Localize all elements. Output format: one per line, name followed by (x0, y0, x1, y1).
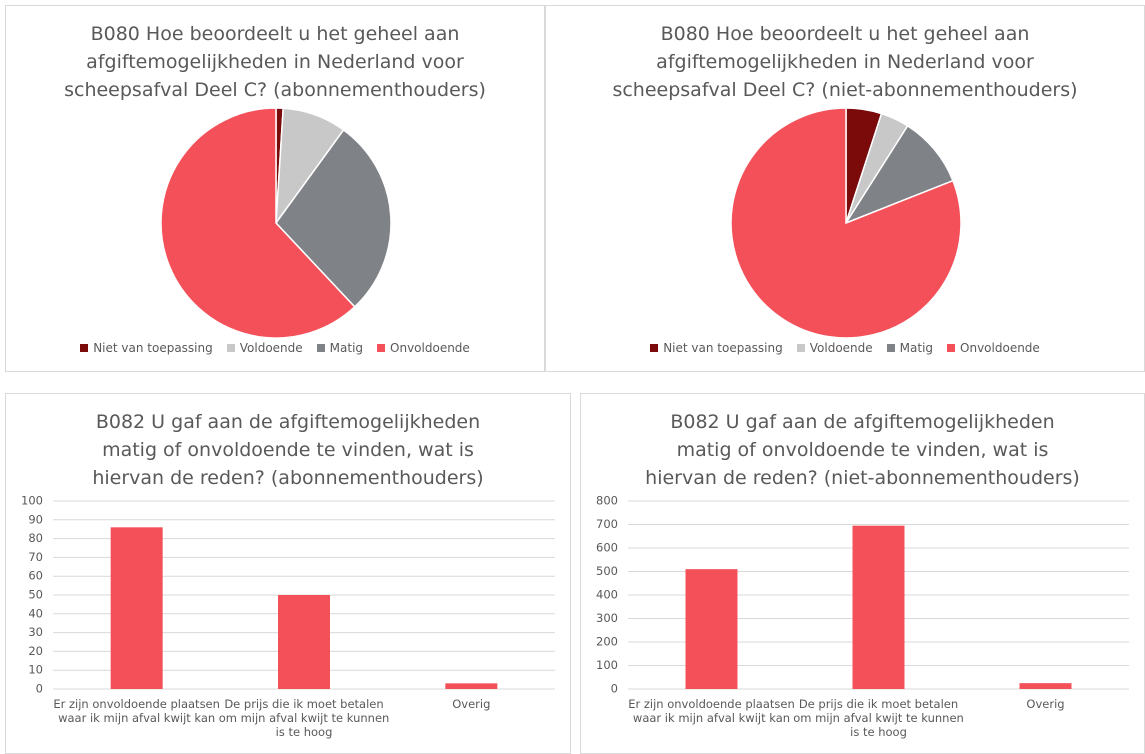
y-tick-label: 70 (28, 550, 43, 564)
x-tick-label: Overig (1026, 697, 1065, 711)
y-tick-label: 500 (596, 564, 618, 578)
chart-panel: B080 Hoe beoordeelt u het geheel aan afg… (545, 5, 1145, 372)
legend-item: Niet van toepassing (80, 341, 213, 355)
x-tick-label: Er zijn onvoldoende plaatsen waar ik mij… (53, 697, 220, 725)
x-tick-label: De prijs die ik moet betalen om mijn afv… (793, 697, 964, 739)
bar (685, 569, 738, 689)
legend-swatch (226, 344, 235, 352)
legend-swatch (80, 344, 89, 352)
legend-item: Niet van toepassing (650, 341, 783, 355)
x-tick-label: Overig (452, 697, 491, 711)
y-tick-label: 80 (28, 531, 43, 545)
chart-title: B080 Hoe beoordeelt u het geheel aan afg… (612, 23, 1078, 101)
y-tick-label: 700 (596, 517, 618, 531)
legend-label: Niet van toepassing (93, 341, 213, 355)
pie-slice (844, 124, 954, 225)
legend-label: Matig (329, 341, 364, 355)
x-tick-label: Er zijn onvoldoende plaatsen waar ik mij… (628, 697, 795, 725)
chart-panel: 0 10 20 30 40 50 60 70 80 90 100 B082 U gaf aan de … (5, 393, 571, 754)
bar (852, 525, 905, 689)
y-tick-label: 60 (28, 569, 43, 583)
legend-item: Voldoende (796, 341, 873, 355)
bar (1019, 683, 1072, 689)
legend: Niet van toepassing Voldoende Matig Onvoldo… (546, 341, 1144, 355)
chart-panel: B080 Hoe beoordeelt u het geheel aan afg… (5, 5, 545, 372)
y-tick-label: 40 (28, 606, 43, 620)
y-tick-label: 100 (596, 658, 618, 672)
y-tick-label: 600 (596, 541, 618, 555)
chart: 0 10 20 30 40 50 60 70 80 90 100 (21, 494, 555, 696)
legend-item: Matig (886, 341, 934, 355)
y-tick-label: 10 (28, 663, 43, 677)
legend-item: Onvoldoende (947, 341, 1040, 355)
legend-swatch (796, 344, 805, 352)
legend-label: Matig (899, 341, 934, 355)
bar (110, 527, 163, 689)
pie-slice (275, 128, 392, 308)
legend-label: Onvoldoende (390, 341, 470, 355)
bar (445, 683, 498, 689)
y-tick-label: 20 (28, 644, 43, 658)
legend-label: Onvoldoende (960, 341, 1040, 355)
legend-swatch (650, 344, 659, 352)
chart (160, 107, 392, 339)
legend-item: Matig (316, 341, 364, 355)
y-tick-label: 0 (36, 682, 43, 696)
y-tick-label: 100 (21, 494, 43, 508)
chart-title: B082 U gaf aan de afgiftemogelijkheden m… (645, 411, 1080, 489)
y-tick-label: 90 (28, 512, 43, 526)
legend: Niet van toepassing Voldoende Matig Onvoldo… (6, 341, 544, 355)
y-tick-label: 800 (596, 494, 618, 508)
legend-item: Voldoende (226, 341, 303, 355)
chart-title: B080 Hoe beoordeelt u het geheel aan afg… (64, 23, 486, 101)
legend-swatch (947, 344, 956, 352)
y-tick-label: 30 (28, 625, 43, 639)
chart: 0 100 200 300 400 500 600 700 800 (596, 494, 1129, 696)
legend-label: Voldoende (809, 341, 873, 355)
legend-item: Onvoldoende (377, 341, 470, 355)
legend-swatch (316, 344, 325, 352)
y-tick-label: 0 (611, 682, 618, 696)
y-tick-label: 200 (596, 635, 618, 649)
y-tick-label: 300 (596, 611, 618, 625)
x-tick-label: De prijs die ik moet betalen om mijn afv… (218, 697, 390, 739)
chart-panel: 0 100 200 300 400 500 600 700 800 B082 U gaf aan … (580, 393, 1145, 754)
chart-title: B082 U gaf aan de afgiftemogelijkheden m… (92, 411, 484, 489)
legend-swatch (377, 344, 386, 352)
legend-label: Voldoende (239, 341, 303, 355)
chart (730, 107, 962, 339)
y-tick-label: 50 (28, 588, 43, 602)
pie-slice (160, 107, 356, 339)
bar (278, 595, 330, 689)
legend-swatch (886, 344, 895, 352)
y-tick-label: 400 (596, 588, 618, 602)
pie-slice (730, 107, 962, 339)
legend-label: Niet van toepassing (663, 341, 783, 355)
